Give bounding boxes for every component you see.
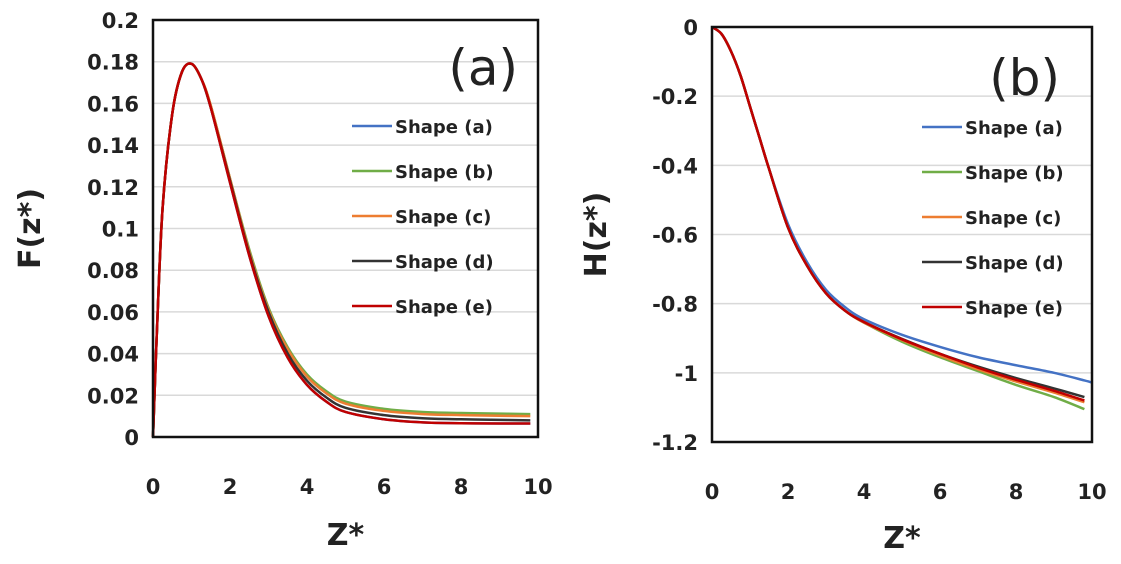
y-tick-label: -0.2 xyxy=(652,85,698,109)
panel-label: (a) xyxy=(448,39,518,97)
x-tick-label: 8 xyxy=(1009,480,1024,504)
legend-label: Shape (c) xyxy=(395,207,491,228)
x-axis-label: Z* xyxy=(327,518,365,553)
series-line-5 xyxy=(711,25,1085,402)
x-tick-label: 4 xyxy=(300,475,315,499)
y-tick-label: -0.6 xyxy=(652,224,698,248)
y-tick-label: 0.04 xyxy=(87,343,139,367)
legend-label: Shape (c) xyxy=(965,208,1061,229)
legend-label: Shape (d) xyxy=(965,253,1064,274)
y-tick-label: 0.06 xyxy=(87,301,139,325)
legend-label: Shape (b) xyxy=(965,163,1064,184)
y-tick-label: -0.8 xyxy=(652,293,698,317)
legend-label: Shape (d) xyxy=(395,252,494,273)
y-tick-label: -0.4 xyxy=(652,154,698,178)
x-tick-label: 0 xyxy=(146,475,161,499)
x-tick-label: 10 xyxy=(523,475,552,499)
y-axis-label: H(z*) xyxy=(579,192,614,278)
legend-label: Shape (a) xyxy=(395,117,493,138)
plot-frame xyxy=(710,25,1094,444)
plot-frame xyxy=(151,18,540,439)
x-axis-label: Z* xyxy=(883,521,921,556)
legend-label: Shape (b) xyxy=(395,162,494,183)
y-tick-label: 0.14 xyxy=(87,134,139,158)
y-tick-label: 0.16 xyxy=(87,92,139,116)
y-tick-label: 0 xyxy=(683,16,698,40)
x-tick-label: 6 xyxy=(933,480,948,504)
y-tick-label: 0 xyxy=(124,426,139,450)
y-tick-label: 0.2 xyxy=(102,9,139,33)
y-tick-label: 0.18 xyxy=(87,51,139,75)
series-line-5 xyxy=(151,62,531,438)
x-tick-label: 2 xyxy=(781,480,796,504)
y-tick-label: -1.2 xyxy=(652,431,698,455)
y-tick-label: 0.08 xyxy=(87,259,139,283)
y-tick-label: 0.12 xyxy=(87,176,139,200)
x-tick-label: 10 xyxy=(1077,480,1106,504)
y-tick-label: 0.1 xyxy=(102,218,139,242)
x-tick-label: 8 xyxy=(454,475,469,499)
y-tick-label: -1 xyxy=(675,362,698,386)
x-tick-label: 0 xyxy=(705,480,720,504)
legend-label: Shape (e) xyxy=(965,298,1063,319)
x-tick-label: 4 xyxy=(857,480,872,504)
y-tick-label: 0.02 xyxy=(87,384,139,408)
y-axis-label: F(z*) xyxy=(13,188,48,269)
panel-label: (b) xyxy=(989,49,1060,107)
x-tick-label: 6 xyxy=(377,475,392,499)
legend-label: Shape (e) xyxy=(395,297,493,318)
x-tick-label: 2 xyxy=(223,475,238,499)
legend-label: Shape (a) xyxy=(965,118,1063,139)
